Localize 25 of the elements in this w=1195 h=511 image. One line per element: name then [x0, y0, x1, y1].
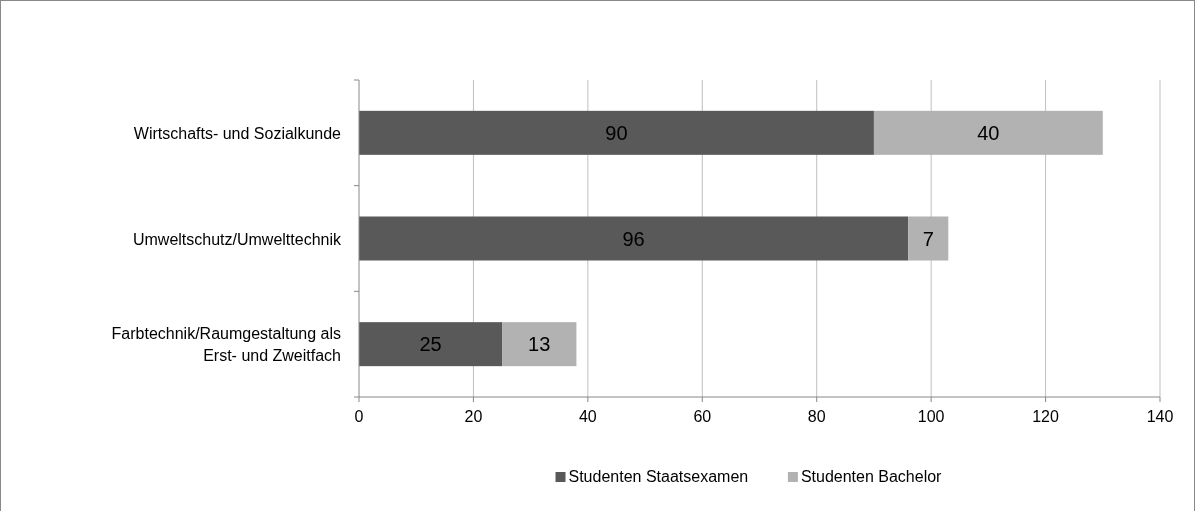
data-label: 96 [622, 227, 645, 250]
bar [359, 322, 503, 367]
x-tick-label: 0 [354, 408, 364, 425]
x-tick-label: 140 [1146, 408, 1174, 425]
data-label: 7 [922, 227, 934, 250]
x-tick-label: 40 [578, 408, 597, 425]
data-label: 13 [528, 333, 551, 356]
bar [873, 110, 1103, 155]
x-tick-label: 20 [464, 408, 483, 425]
bar [908, 216, 949, 261]
y-tick-label: Farbtechnik/Raumgestaltung als Erst- und Zweitfach [111, 325, 341, 365]
y-tick-label: Umweltschutz/Umwelttechnik [132, 230, 342, 248]
x-tick-label: 60 [693, 408, 712, 425]
data-label: 90 [605, 121, 628, 144]
data-label: 40 [977, 121, 1000, 144]
y-tick-label: Wirtschafts- und Sozialkunde [133, 124, 342, 142]
bar [359, 110, 874, 155]
legend-label: Studenten Staatsexamen [568, 468, 749, 485]
x-tick-label: 120 [1032, 408, 1060, 425]
x-tick-label: 100 [917, 408, 945, 425]
bar [502, 322, 577, 367]
data-label: 25 [419, 333, 442, 356]
bar [359, 216, 909, 261]
x-tick-label: 80 [807, 408, 826, 425]
legend-label: Studenten Bachelor [800, 468, 943, 485]
